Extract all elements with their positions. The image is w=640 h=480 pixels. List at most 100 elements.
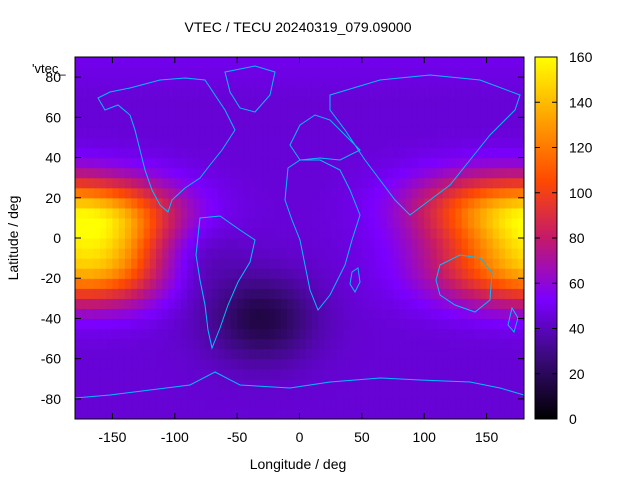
heatmap-cell	[280, 117, 288, 128]
colorbar-tick-label: 80	[569, 230, 585, 246]
heatmap-cell	[137, 288, 145, 299]
heatmap-cell	[324, 207, 332, 219]
heatmap-cell	[405, 308, 413, 320]
heatmap-cell	[393, 227, 400, 239]
heatmap-cell	[442, 328, 450, 340]
heatmap-cell	[262, 238, 269, 249]
heatmap-cell	[268, 117, 276, 128]
heatmap-cell	[243, 298, 251, 309]
heatmap-cell	[81, 177, 89, 189]
heatmap-cell	[124, 358, 132, 370]
heatmap-cell	[361, 157, 369, 169]
heatmap-cell	[268, 278, 276, 289]
heatmap-cell	[193, 227, 201, 239]
heatmap-cell	[75, 177, 82, 189]
heatmap-cell	[149, 328, 157, 340]
heatmap-cell	[349, 378, 357, 390]
heatmap-cell	[99, 107, 107, 118]
heatmap-cell	[199, 157, 207, 169]
heatmap-cell	[361, 117, 369, 128]
heatmap-cell	[181, 358, 188, 370]
heatmap-cell	[181, 338, 188, 350]
heatmap-cell	[143, 408, 151, 419]
heatmap-cell	[318, 187, 326, 199]
heatmap-cell	[255, 217, 263, 229]
heatmap-cell	[486, 278, 494, 289]
heatmap-cell	[255, 398, 263, 410]
heatmap-cell	[330, 278, 338, 289]
heatmap-cell	[287, 238, 294, 249]
heatmap-cell	[499, 157, 506, 169]
heatmap-cell	[374, 107, 382, 118]
heatmap-cell	[442, 127, 450, 139]
heatmap-cell	[461, 177, 469, 189]
heatmap-cell	[99, 258, 107, 269]
heatmap-cell	[330, 187, 338, 199]
heatmap-cell	[75, 298, 82, 309]
heatmap-cell	[212, 217, 220, 229]
heatmap-cell	[336, 308, 344, 320]
heatmap-cell	[299, 378, 307, 390]
heatmap-cell	[143, 378, 151, 390]
heatmap-cell	[355, 298, 363, 309]
heatmap-cell	[349, 187, 357, 199]
heatmap-cell	[449, 117, 457, 128]
heatmap-cell	[293, 288, 301, 299]
heatmap-cell	[212, 207, 220, 219]
heatmap-cell	[411, 378, 419, 390]
heatmap-cell	[467, 388, 475, 400]
heatmap-cell	[480, 278, 488, 289]
heatmap-cell	[311, 328, 319, 340]
heatmap-cell	[255, 187, 263, 199]
heatmap-cell	[449, 338, 457, 350]
heatmap-cell	[99, 97, 107, 108]
heatmap-cell	[149, 268, 157, 279]
heatmap-cell	[393, 308, 400, 320]
heatmap-cell	[230, 137, 238, 149]
heatmap-cell	[336, 147, 344, 159]
heatmap-cell	[81, 197, 89, 209]
heatmap-cell	[405, 177, 413, 189]
heatmap-cell	[480, 288, 488, 299]
heatmap-cell	[118, 147, 126, 159]
heatmap-cell	[156, 67, 163, 78]
heatmap-cell	[480, 57, 488, 68]
heatmap-cell	[405, 77, 413, 88]
heatmap-cell	[162, 318, 170, 330]
heatmap-cell	[199, 97, 207, 108]
heatmap-cell	[224, 268, 232, 279]
heatmap-cell	[293, 147, 301, 159]
heatmap-cell	[318, 288, 326, 299]
heatmap-cell	[230, 97, 238, 108]
heatmap-cell	[499, 268, 506, 279]
heatmap-cell	[417, 338, 425, 350]
heatmap-cell	[81, 238, 89, 249]
heatmap-cell	[417, 328, 425, 340]
heatmap-cell	[230, 167, 238, 179]
heatmap-cell	[93, 258, 101, 269]
heatmap-cell	[368, 358, 375, 370]
heatmap-cell	[287, 57, 294, 68]
heatmap-cell	[461, 217, 469, 229]
heatmap-cell	[311, 107, 319, 118]
heatmap-cell	[311, 207, 319, 219]
heatmap-cell	[355, 177, 363, 189]
heatmap-cell	[112, 117, 120, 128]
heatmap-cell	[293, 368, 301, 380]
x-tick-label: 100	[413, 429, 437, 445]
heatmap-cell	[430, 197, 438, 209]
heatmap-cell	[193, 77, 201, 88]
heatmap-cell	[430, 77, 438, 88]
heatmap-cell	[336, 187, 344, 199]
heatmap-cell	[330, 378, 338, 390]
heatmap-cell	[318, 328, 326, 340]
heatmap-cell	[386, 227, 394, 239]
heatmap-cell	[505, 207, 513, 219]
heatmap-cell	[480, 298, 488, 309]
y-axis-label: Latitude / deg	[5, 196, 21, 281]
heatmap-cell	[287, 398, 294, 410]
heatmap-cell	[262, 157, 269, 169]
heatmap-cell	[106, 147, 114, 159]
heatmap-cell	[187, 348, 195, 360]
heatmap-cell	[106, 308, 114, 320]
